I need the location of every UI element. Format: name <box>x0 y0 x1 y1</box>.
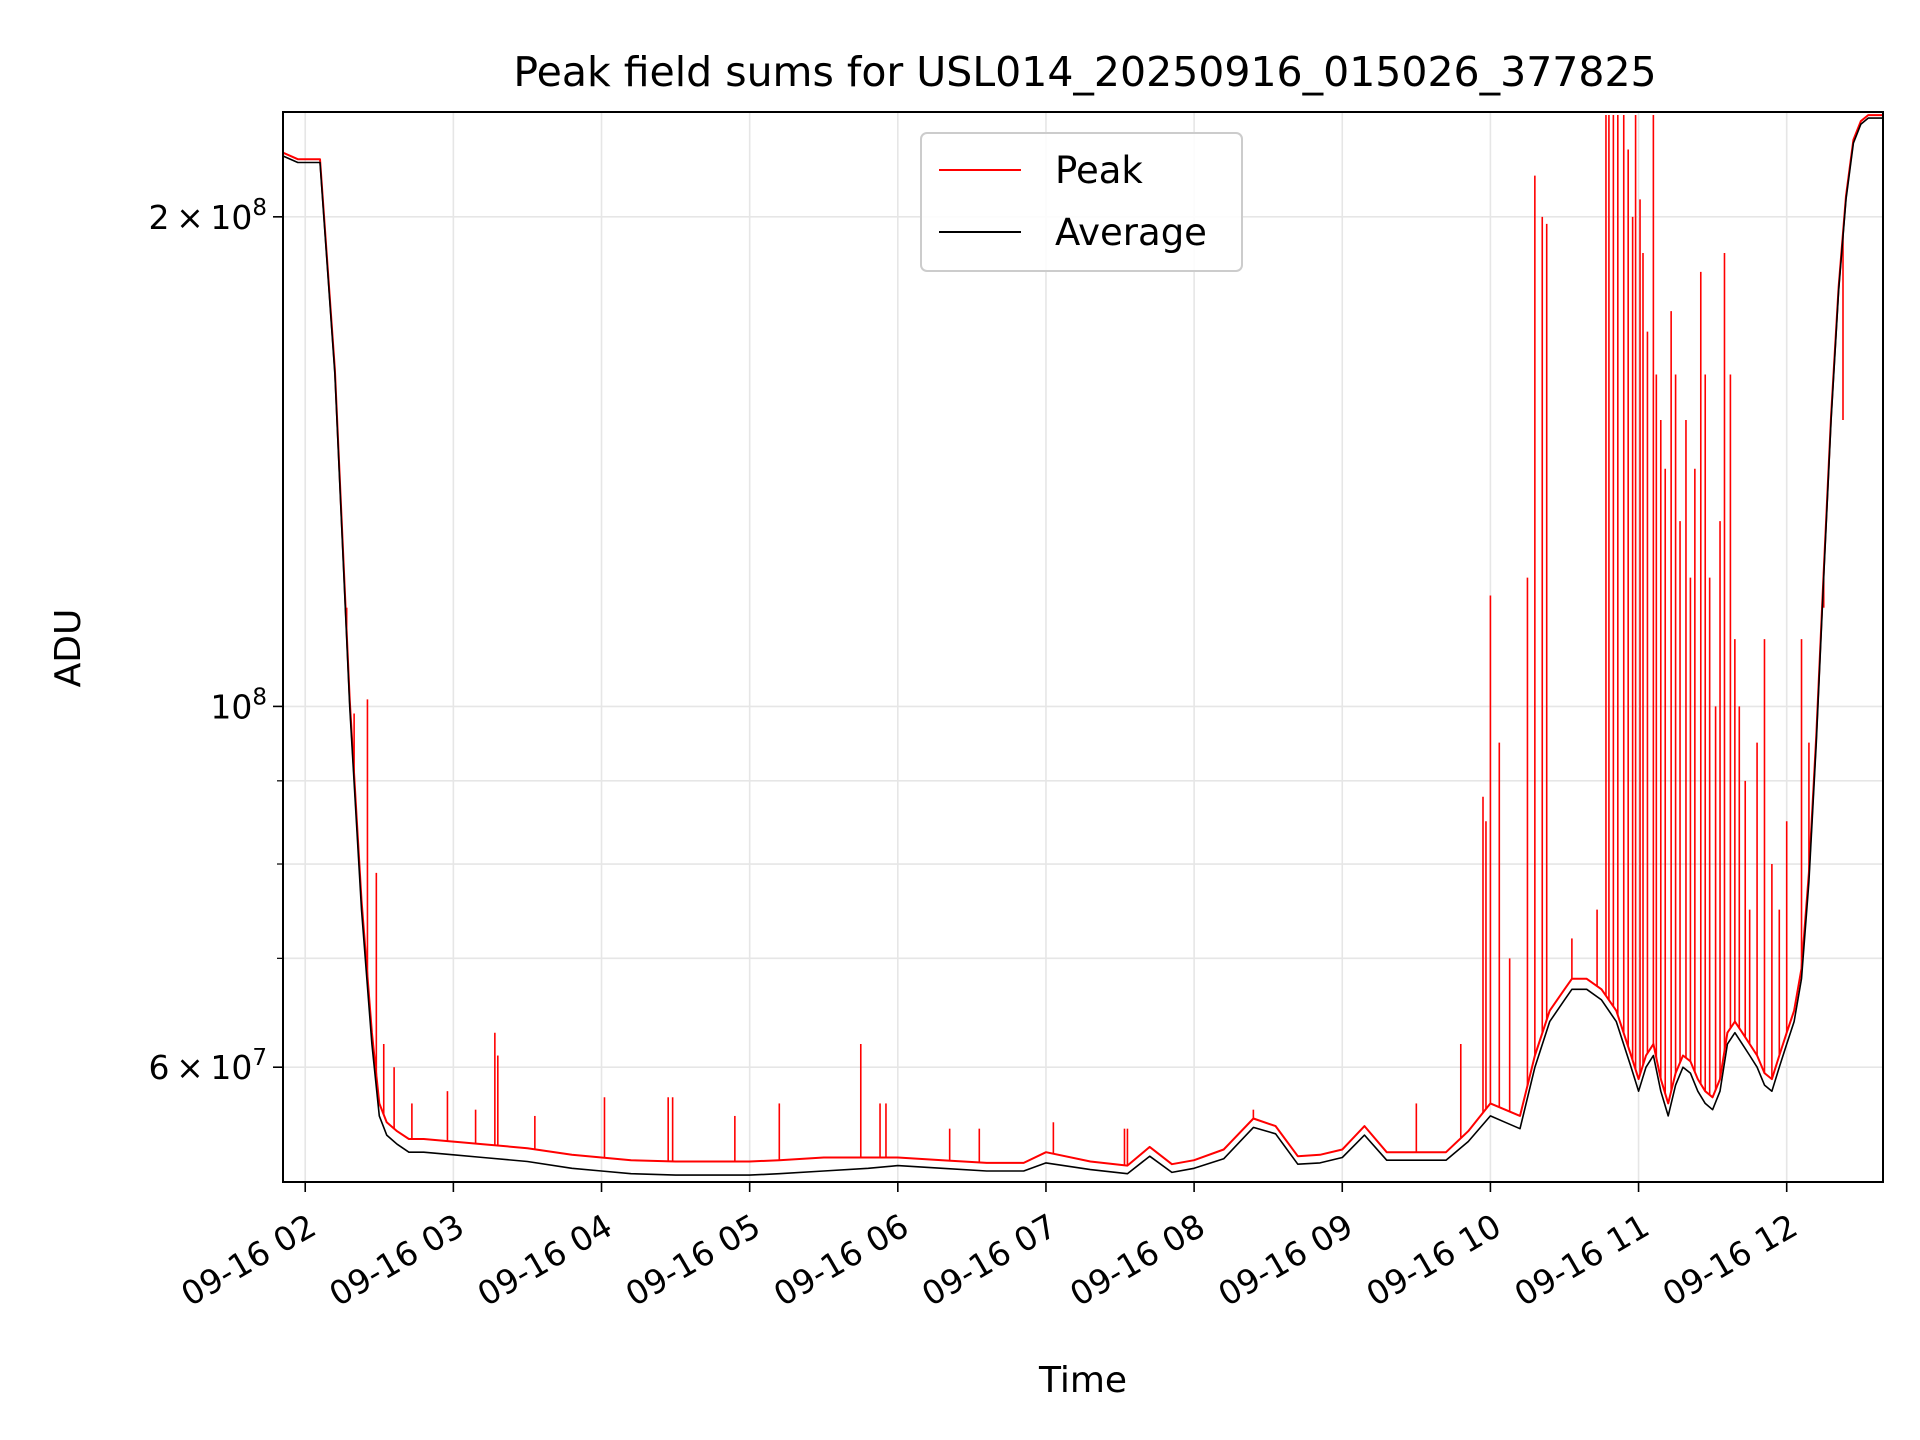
legend-label-peak: Peak <box>1055 149 1143 192</box>
legend-box <box>920 132 1243 272</box>
peak-series-line <box>283 114 1883 1167</box>
chart-title: Peak field sums for USL014_20250916_0150… <box>513 48 1656 96</box>
y-tick-label: 108 <box>210 684 267 726</box>
y-tick-label: 6 × 107 <box>149 1045 267 1087</box>
x-axis-label: Time <box>1038 1360 1127 1401</box>
y-tick-label: 2 × 108 <box>149 195 267 237</box>
plot-frame <box>282 111 1884 1183</box>
legend: Peak Average <box>920 132 1243 272</box>
legend-label-average: Average <box>1055 211 1207 254</box>
y-axis-ticks: 6 × 107 108 2 × 108 <box>149 195 283 1087</box>
y-axis-label: ADU <box>48 609 89 688</box>
average-series-line <box>283 117 1883 1176</box>
series-layer <box>283 114 1883 1176</box>
